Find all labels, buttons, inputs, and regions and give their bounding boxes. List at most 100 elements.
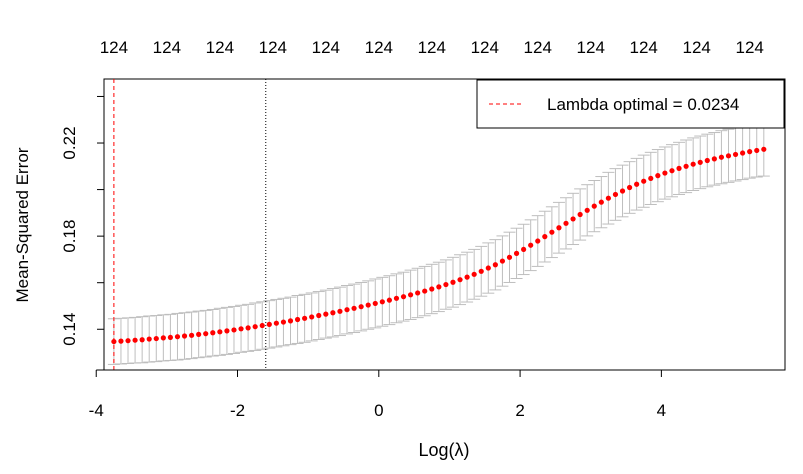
top-axis-label: 124 — [365, 38, 393, 57]
top-axis-label: 124 — [312, 38, 340, 57]
mse-point — [655, 173, 661, 179]
mse-point — [556, 225, 562, 231]
mse-point — [400, 294, 407, 300]
mse-point — [217, 329, 223, 335]
mse-point — [245, 325, 251, 331]
mse-point — [747, 149, 753, 155]
mse-point — [591, 203, 597, 209]
mse-point — [266, 321, 272, 327]
error-bars — [107, 122, 770, 365]
mse-point — [634, 181, 640, 187]
mse-point — [429, 286, 435, 292]
mse-point — [273, 320, 279, 326]
mse-point — [478, 268, 484, 274]
top-axis-label: 124 — [259, 38, 287, 57]
mse-point — [648, 175, 654, 182]
mse-point — [132, 337, 138, 343]
mse-point — [174, 334, 181, 340]
y-tick-label: 0.22 — [60, 126, 79, 159]
mse-point — [323, 311, 329, 317]
x-tick-label: -2 — [230, 401, 245, 420]
mse-point — [372, 300, 378, 307]
mse-point — [139, 337, 145, 343]
mse-point — [662, 170, 668, 176]
mse-point — [690, 161, 696, 167]
mse-point — [619, 188, 626, 194]
mse-point — [711, 156, 717, 162]
mse-point — [492, 262, 498, 268]
mse-point — [626, 184, 633, 191]
legend: Lambda optimal = 0.0234 — [476, 79, 785, 129]
mse-point — [118, 338, 124, 344]
mse-point — [443, 281, 449, 288]
mse-point — [563, 220, 569, 226]
y-axis: 0.14 0.18 0.22 — [60, 95, 105, 346]
mse-point — [612, 191, 619, 198]
mse-point — [761, 146, 767, 152]
mse-point — [605, 195, 611, 201]
mse-point — [436, 284, 442, 290]
mse-point — [393, 295, 400, 301]
mse-point — [111, 338, 117, 345]
y-axis-label: Mean-Squared Error — [13, 147, 32, 302]
x-axis: -4 -2 0 2 4 — [89, 369, 666, 420]
reference-lines — [113, 79, 267, 370]
x-tick-label: 4 — [657, 401, 666, 420]
mse-point — [471, 271, 477, 277]
mse-point — [641, 178, 647, 184]
mse-point — [450, 279, 456, 285]
mse-point — [287, 318, 294, 324]
legend-label: Lambda optimal = 0.0234 — [547, 95, 739, 114]
mse-point — [210, 330, 216, 336]
mse-point — [598, 199, 604, 205]
top-axis-label: 124 — [735, 38, 763, 57]
mse-point — [407, 292, 414, 298]
mse-point — [224, 328, 230, 334]
top-axis-label: 124 — [153, 38, 181, 57]
mse-point — [125, 338, 131, 344]
mse-point — [181, 333, 188, 339]
mse-point — [718, 154, 725, 160]
top-axis-labels: 124 124 124 124 124 124 124 124 124 124 124 124 124 — [100, 38, 764, 57]
mse-point — [386, 297, 392, 303]
mse-point — [570, 216, 576, 222]
mse-point — [330, 310, 336, 316]
mse-point — [464, 274, 470, 280]
mse-point — [457, 277, 463, 283]
top-axis-label: 124 — [471, 38, 499, 57]
mse-point — [252, 324, 258, 330]
y-tick-label: 0.14 — [60, 313, 79, 346]
mse-point — [337, 308, 343, 314]
mse-point — [485, 265, 491, 271]
x-axis-label: Log(λ) — [418, 440, 469, 460]
mse-point — [521, 246, 527, 253]
mse-point — [231, 327, 237, 333]
x-tick-label: 0 — [374, 401, 383, 420]
mse-point — [697, 159, 703, 165]
mse-point — [535, 238, 541, 244]
mse-point — [188, 332, 195, 338]
legend-box — [476, 79, 785, 129]
mse-point — [740, 150, 746, 156]
mse-point — [528, 242, 534, 248]
mse-point — [754, 147, 760, 154]
mse-point — [669, 168, 675, 174]
mse-point — [542, 234, 548, 240]
mse-point — [577, 211, 583, 218]
mse-point — [167, 334, 174, 341]
mse-point — [549, 229, 555, 235]
top-axis-label: 124 — [524, 38, 552, 57]
mse-point — [294, 316, 301, 323]
mse-point — [344, 307, 350, 313]
mse-point — [302, 315, 308, 321]
mse-point — [506, 254, 513, 260]
mse-point — [358, 304, 364, 310]
mse-point — [160, 335, 166, 341]
mse-point — [146, 336, 152, 342]
mse-point — [683, 163, 689, 169]
mse-point — [196, 331, 202, 337]
mse-point — [379, 299, 385, 305]
top-axis-label: 124 — [418, 38, 446, 57]
top-axis-label: 124 — [100, 38, 128, 57]
mse-point — [203, 331, 209, 337]
